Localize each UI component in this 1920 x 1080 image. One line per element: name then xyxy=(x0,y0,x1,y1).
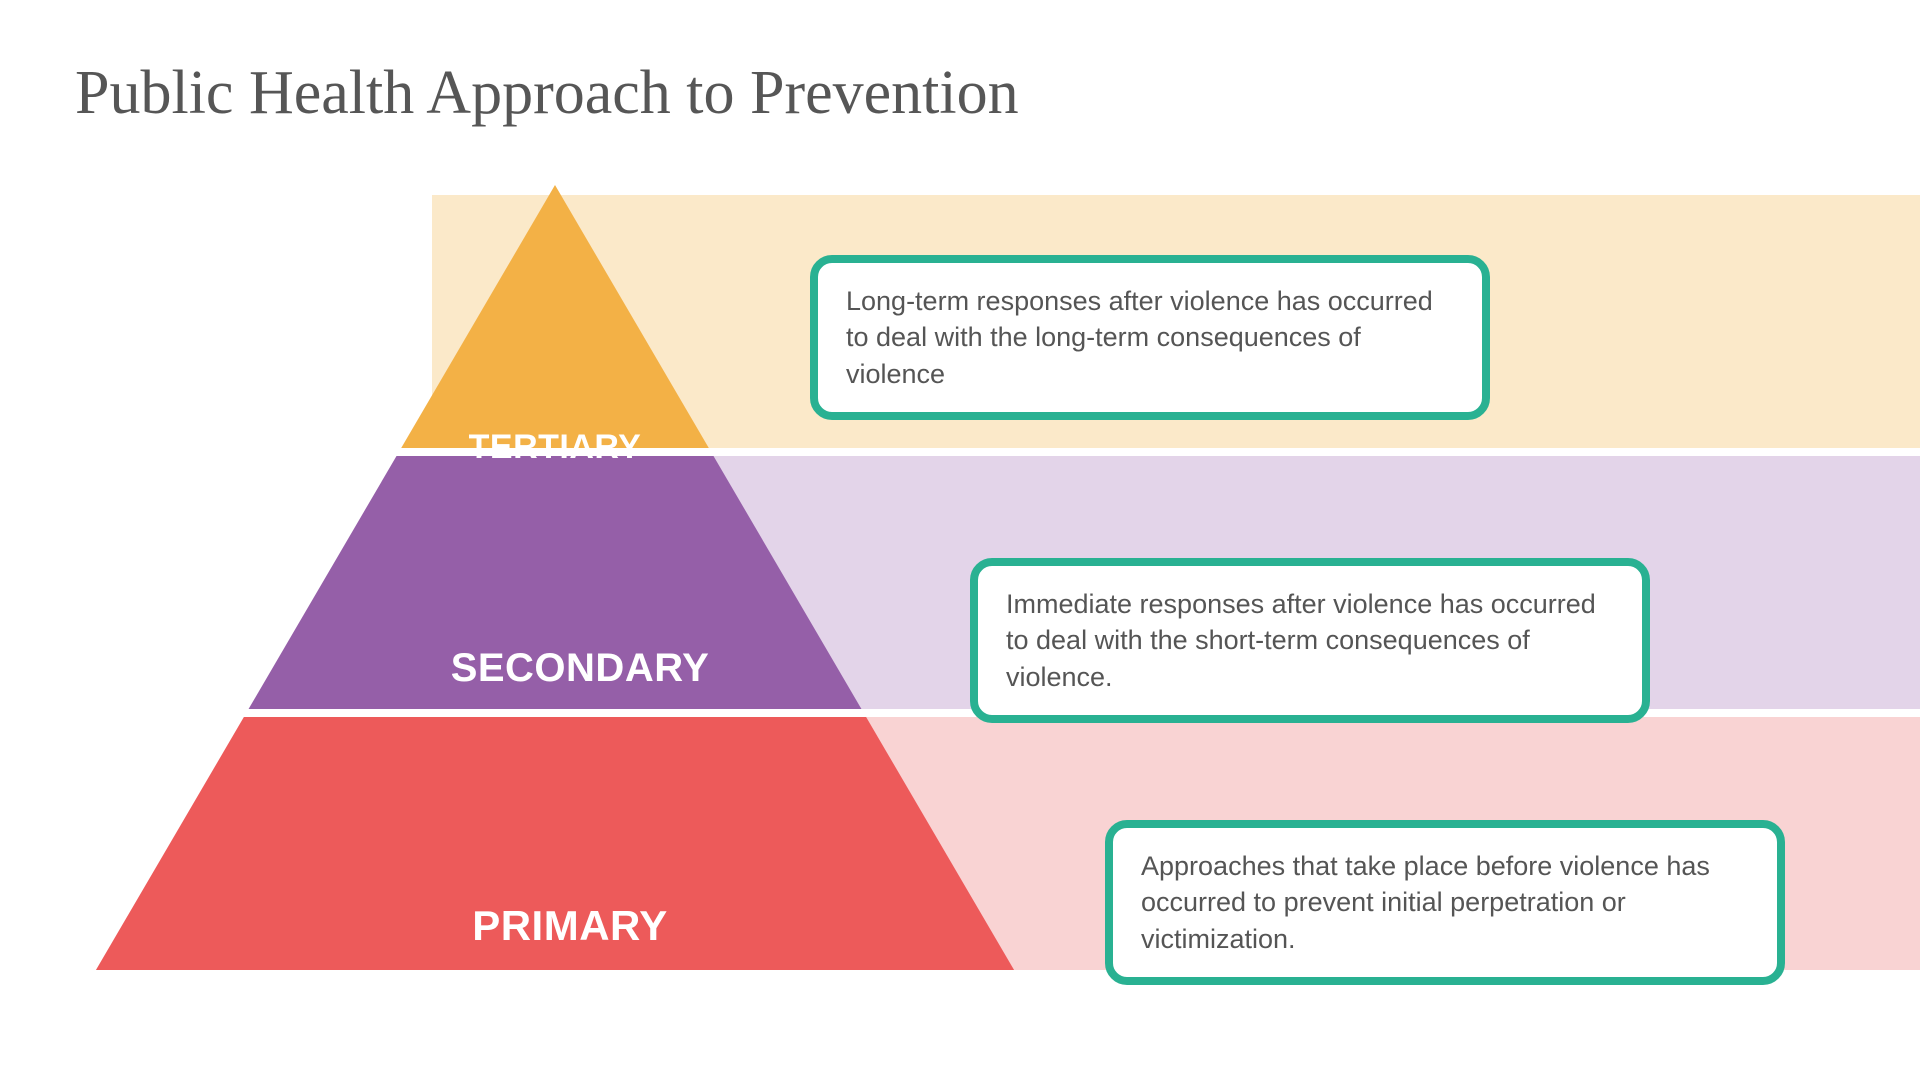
slide: Public Health Approach to Prevention TER… xyxy=(0,0,1920,1080)
tier-label-tertiary: TERTIARY xyxy=(430,428,680,467)
callout-secondary: Immediate responses after violence has o… xyxy=(970,558,1650,723)
page-title: Public Health Approach to Prevention xyxy=(75,58,1019,129)
callout-tertiary: Long-term responses after violence has o… xyxy=(810,255,1490,420)
tier-label-primary: PRIMARY xyxy=(440,902,700,950)
callout-primary: Approaches that take place before violen… xyxy=(1105,820,1785,985)
tier-label-secondary: SECONDARY xyxy=(420,646,740,691)
